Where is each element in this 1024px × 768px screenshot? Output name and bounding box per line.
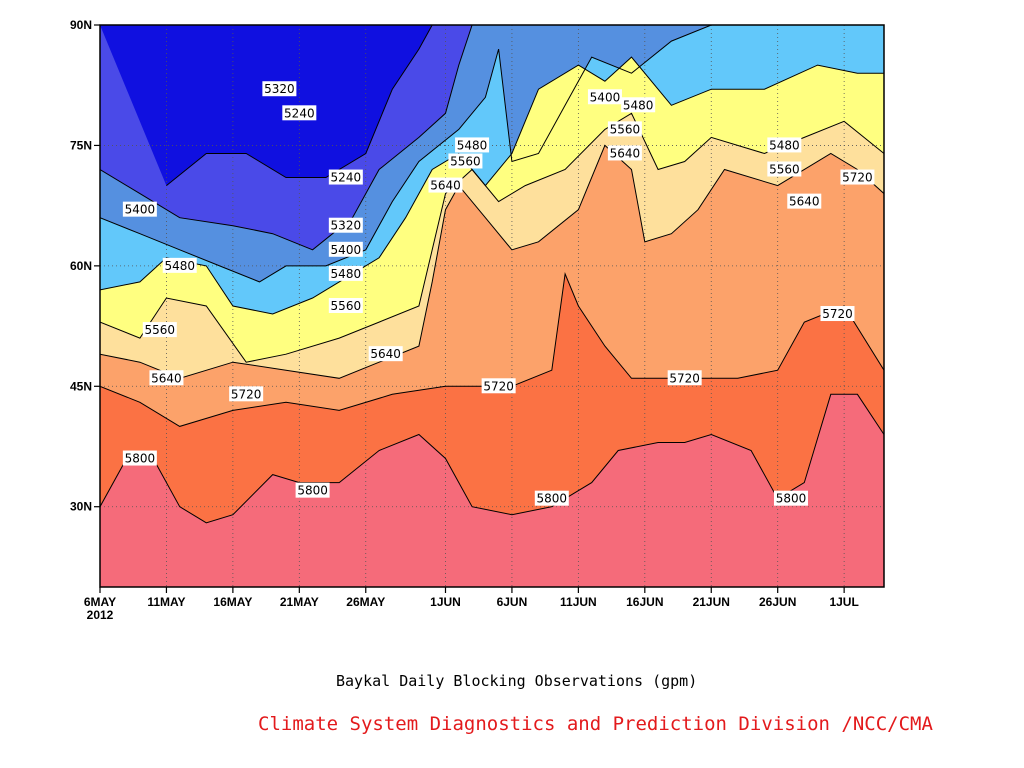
y-tick-label: 75N: [70, 138, 92, 152]
contour-line-5640: [100, 144, 884, 379]
contour-label: 5720: [229, 386, 264, 402]
contour-line-5400: [100, 25, 712, 283]
x-tick-label: 6JUN: [497, 595, 528, 609]
contour-label: 5480: [767, 137, 802, 153]
contour-label-text: 5400: [590, 90, 621, 104]
contour-label-text: 5480: [164, 259, 195, 273]
contour-label-text: 5800: [537, 492, 568, 506]
contour-labels: 5320524052405400532054805400548055605560…: [122, 81, 875, 506]
contour-label: 5400: [328, 241, 363, 257]
band-above_5800: [100, 394, 884, 587]
contour-label-text: 5560: [145, 323, 176, 337]
x-tick-year-label: 2012: [87, 608, 114, 622]
contour-label-text: 5240: [284, 106, 315, 120]
contour-label: 5480: [455, 137, 490, 153]
x-tick-label: 1JUL: [829, 595, 858, 609]
plot-frame: [99, 24, 885, 588]
x-tick-label: 1JUN: [430, 595, 461, 609]
contour-label-text: 5480: [623, 98, 654, 112]
y-tick-label: 60N: [70, 259, 92, 273]
contour-label: 5560: [142, 322, 177, 338]
contour-label: 5400: [587, 89, 622, 105]
contour-label: 5480: [162, 257, 197, 273]
x-tick-label: 21JUN: [693, 595, 730, 609]
contour-label: 5720: [481, 378, 516, 394]
x-tick-label: 11MAY: [147, 595, 185, 609]
contour-label-text: 5480: [769, 138, 800, 152]
contour-label: 5720: [667, 370, 702, 386]
contour-lines: [100, 25, 884, 524]
x-tick-label: 11JUN: [560, 595, 597, 609]
contour-line-5800: [100, 393, 884, 524]
x-tick-label: 21MAY: [280, 595, 319, 609]
contour-label: 5640: [149, 370, 184, 386]
x-tick-label: 16JUN: [626, 595, 663, 609]
contour-label: 5400: [122, 201, 157, 217]
contour-label: 5560: [328, 298, 363, 313]
contour-line-5720: [100, 272, 884, 427]
contour-label-text: 5640: [370, 347, 401, 361]
contour-label-text: 5560: [450, 154, 481, 168]
contour-label-text: 5480: [331, 267, 362, 281]
x-tick-label: 6MAY: [84, 595, 116, 609]
y-tick-label: 90N: [70, 18, 92, 32]
contour-label: 5640: [368, 346, 403, 362]
contour-line-5320: [100, 25, 473, 251]
contour-label: 5320: [262, 81, 297, 97]
contour-label: 5240: [282, 105, 317, 121]
contour-label-text: 5240: [331, 171, 362, 185]
contour-label: 5800: [295, 482, 330, 498]
contour-label-text: 5720: [669, 371, 700, 385]
contour-label-text: 5560: [331, 299, 362, 313]
contour-label-text: 5320: [331, 219, 362, 233]
contour-label-text: 5720: [231, 387, 262, 401]
contour-label-text: 5720: [842, 171, 873, 185]
y-tick-label: 30N: [70, 500, 92, 514]
contour-label-text: 5640: [430, 179, 461, 193]
contour-label-text: 5320: [264, 82, 295, 96]
contour-label: 5640: [607, 145, 642, 161]
contour-label: 5640: [787, 193, 822, 209]
contour-label: 5640: [428, 177, 463, 193]
x-tick-label: 26JUN: [759, 595, 796, 609]
contour-label-text: 5560: [769, 163, 800, 177]
x-tick-label: 16MAY: [213, 595, 252, 609]
contour-label-text: 5800: [776, 492, 807, 506]
contour-label-text: 5720: [822, 307, 853, 321]
contour-label-text: 5800: [125, 452, 156, 466]
contour-line-5480: [100, 56, 884, 315]
contour-label: 5800: [534, 490, 569, 506]
source-credit: Climate System Diagnostics and Predictio…: [258, 713, 933, 735]
contour-label-text: 5640: [151, 371, 182, 385]
contour-label: 5800: [122, 450, 157, 466]
contour-label: 5480: [328, 265, 363, 281]
contour-label: 5320: [328, 217, 363, 233]
contour-label: 5560: [448, 153, 483, 169]
contour-label-text: 5400: [125, 203, 156, 217]
contour-label: 5560: [767, 161, 802, 177]
x-tick-label: 26MAY: [346, 595, 385, 609]
contour-label: 5560: [607, 121, 642, 137]
contour-label-text: 5640: [610, 146, 641, 160]
contour-label-text: 5400: [331, 243, 362, 257]
contour-fill-layer: [100, 25, 884, 587]
chart-caption: Baykal Daily Blocking Observations (gpm): [336, 672, 698, 690]
contour-label: 5800: [773, 490, 808, 506]
contour-label-text: 5480: [457, 138, 488, 152]
contour-label-text: 5800: [297, 484, 328, 498]
contour-line-5240: [166, 25, 433, 186]
contour-label-text: 5720: [483, 379, 514, 393]
contour-label-text: 5640: [789, 195, 820, 209]
contour-label: 5240: [328, 169, 363, 185]
contour-label: 5480: [621, 97, 656, 113]
y-tick-label: 45N: [70, 379, 92, 393]
contour-label-text: 5560: [610, 122, 641, 136]
contour-label: 5720: [840, 169, 875, 185]
contour-label: 5720: [820, 306, 855, 322]
